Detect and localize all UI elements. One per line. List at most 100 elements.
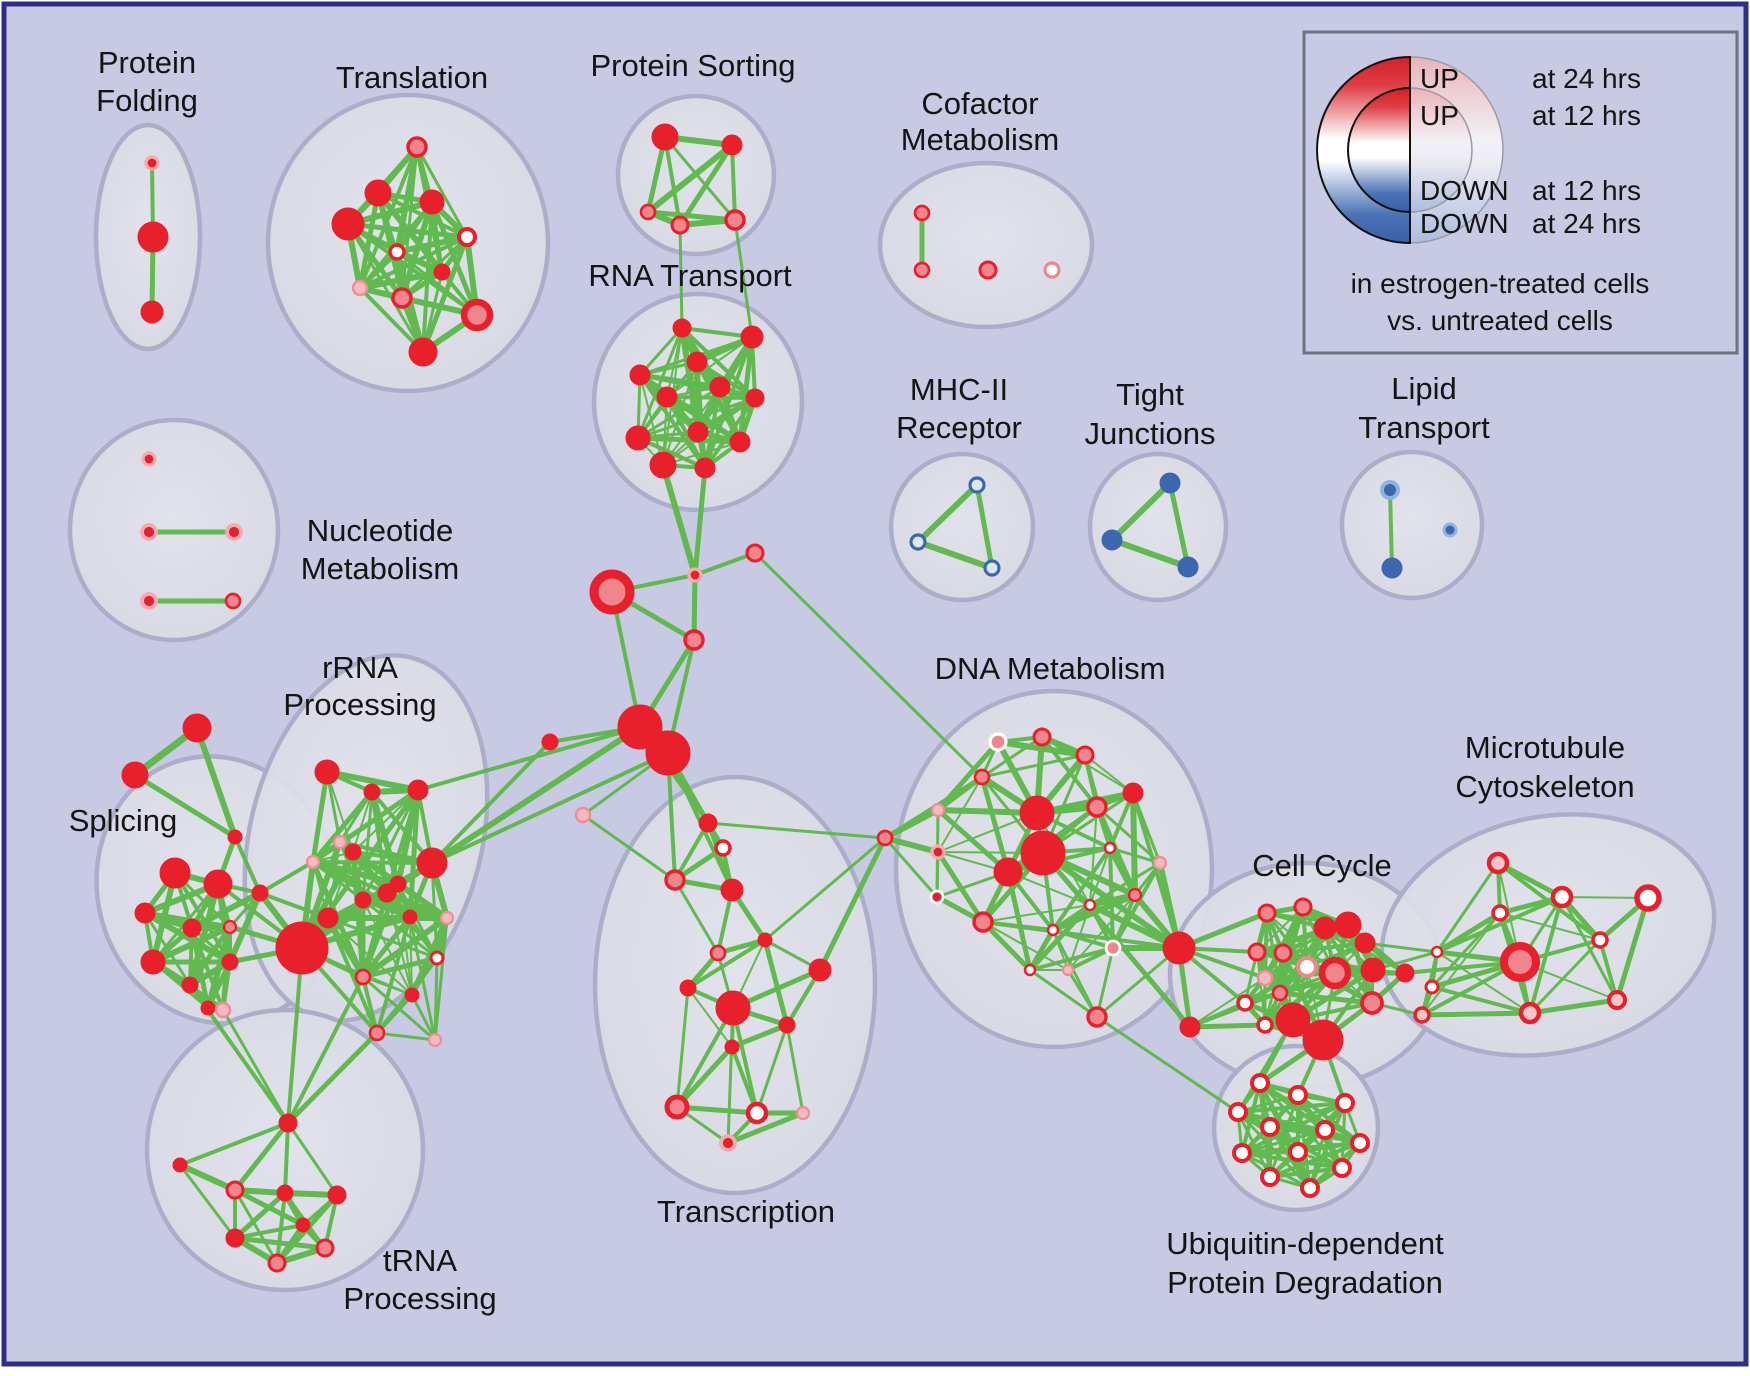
gene-node[interactable]	[1518, 1001, 1542, 1025]
gene-node[interactable]	[159, 857, 191, 889]
gene-node[interactable]	[368, 1024, 386, 1042]
gene-node[interactable]	[930, 844, 946, 860]
gene-node[interactable]	[1430, 945, 1444, 959]
gene-node[interactable]	[315, 1238, 335, 1258]
gene-node[interactable]	[1442, 522, 1458, 538]
gene-node[interactable]	[1250, 1073, 1270, 1093]
gene-node[interactable]	[1101, 529, 1123, 551]
gene-node[interactable]	[698, 813, 718, 833]
gene-node[interactable]	[913, 261, 931, 279]
gene-node[interactable]	[402, 909, 418, 925]
gene-node[interactable]	[1236, 994, 1254, 1012]
gene-node[interactable]	[876, 829, 894, 847]
gene-node[interactable]	[679, 979, 697, 997]
gene-node[interactable]	[1247, 942, 1267, 962]
gene-node[interactable]	[1083, 898, 1097, 912]
gene-node[interactable]	[332, 834, 348, 850]
gene-node[interactable]	[295, 1217, 311, 1233]
gene-node[interactable]	[1232, 1143, 1252, 1163]
gene-node[interactable]	[1256, 1016, 1274, 1034]
gene-node[interactable]	[1591, 931, 1609, 949]
gene-node[interactable]	[715, 990, 751, 1026]
gene-node[interactable]	[1103, 841, 1117, 855]
gene-node[interactable]	[1413, 1006, 1431, 1024]
gene-node[interactable]	[1046, 923, 1060, 937]
gene-node[interactable]	[745, 388, 765, 408]
gene-node[interactable]	[757, 932, 773, 948]
gene-node[interactable]	[617, 704, 663, 750]
gene-node[interactable]	[670, 215, 690, 235]
gene-node[interactable]	[305, 854, 321, 870]
gene-node[interactable]	[1104, 939, 1122, 957]
gene-node[interactable]	[1491, 904, 1509, 922]
gene-node[interactable]	[719, 1134, 737, 1152]
gene-node[interactable]	[1019, 795, 1055, 831]
gene-node[interactable]	[656, 386, 678, 408]
gene-node[interactable]	[144, 155, 160, 171]
gene-node[interactable]	[433, 263, 451, 281]
gene-node[interactable]	[930, 802, 946, 818]
gene-node[interactable]	[1152, 855, 1168, 871]
gene-node[interactable]	[687, 421, 709, 443]
gene-node[interactable]	[1293, 897, 1313, 917]
gene-node[interactable]	[225, 1228, 245, 1248]
gene-node[interactable]	[225, 1180, 245, 1200]
gene-node[interactable]	[973, 768, 991, 786]
gene-node[interactable]	[203, 869, 233, 899]
gene-node[interactable]	[1360, 991, 1384, 1015]
gene-node[interactable]	[1228, 1102, 1248, 1122]
gene-node[interactable]	[1302, 1019, 1344, 1061]
gene-node[interactable]	[745, 543, 765, 563]
gene-node[interactable]	[1288, 1142, 1308, 1162]
gene-node[interactable]	[317, 907, 339, 929]
gene-node[interactable]	[200, 1000, 216, 1016]
gene-node[interactable]	[222, 919, 238, 935]
gene-node[interactable]	[721, 134, 743, 156]
gene-node[interactable]	[1354, 932, 1376, 954]
gene-node[interactable]	[639, 203, 657, 221]
gene-node[interactable]	[416, 847, 448, 879]
gene-node[interactable]	[408, 337, 438, 367]
gene-node[interactable]	[724, 1039, 740, 1055]
gene-node[interactable]	[683, 629, 705, 651]
gene-node[interactable]	[909, 533, 927, 551]
gene-node[interactable]	[1086, 1006, 1108, 1028]
gene-node[interactable]	[1260, 1167, 1280, 1187]
gene-node[interactable]	[687, 567, 703, 583]
gene-node[interactable]	[406, 136, 428, 158]
gene-node[interactable]	[1273, 943, 1293, 963]
gene-node[interactable]	[354, 968, 372, 986]
gene-node[interactable]	[1313, 916, 1337, 940]
gene-node[interactable]	[589, 569, 635, 615]
gene-node[interactable]	[1086, 796, 1108, 818]
gene-node[interactable]	[140, 523, 158, 541]
gene-node[interactable]	[1288, 1085, 1308, 1105]
gene-node[interactable]	[457, 227, 477, 247]
gene-node[interactable]	[1607, 990, 1627, 1010]
gene-node[interactable]	[419, 189, 445, 215]
gene-node[interactable]	[172, 1157, 188, 1173]
gene-node[interactable]	[388, 243, 406, 261]
gene-node[interactable]	[331, 207, 365, 241]
gene-node[interactable]	[137, 221, 169, 253]
gene-node[interactable]	[1275, 1002, 1311, 1038]
gene-node[interactable]	[541, 733, 559, 751]
gene-node[interactable]	[225, 523, 243, 541]
gene-node[interactable]	[1179, 1016, 1201, 1038]
gene-node[interactable]	[1300, 1178, 1320, 1198]
gene-node[interactable]	[913, 204, 931, 222]
gene-node[interactable]	[1061, 963, 1075, 977]
gene-node[interactable]	[140, 592, 158, 610]
gene-node[interactable]	[1334, 911, 1362, 939]
gene-node[interactable]	[1023, 963, 1037, 977]
gene-node[interactable]	[140, 949, 166, 975]
gene-node[interactable]	[134, 902, 156, 924]
gene-node[interactable]	[1332, 1158, 1352, 1178]
gene-node[interactable]	[351, 279, 369, 297]
gene-node[interactable]	[724, 209, 746, 231]
gene-node[interactable]	[574, 806, 592, 824]
gene-node[interactable]	[993, 857, 1023, 887]
gene-node[interactable]	[278, 1113, 298, 1133]
gene-node[interactable]	[1271, 984, 1289, 1002]
gene-node[interactable]	[354, 891, 372, 909]
